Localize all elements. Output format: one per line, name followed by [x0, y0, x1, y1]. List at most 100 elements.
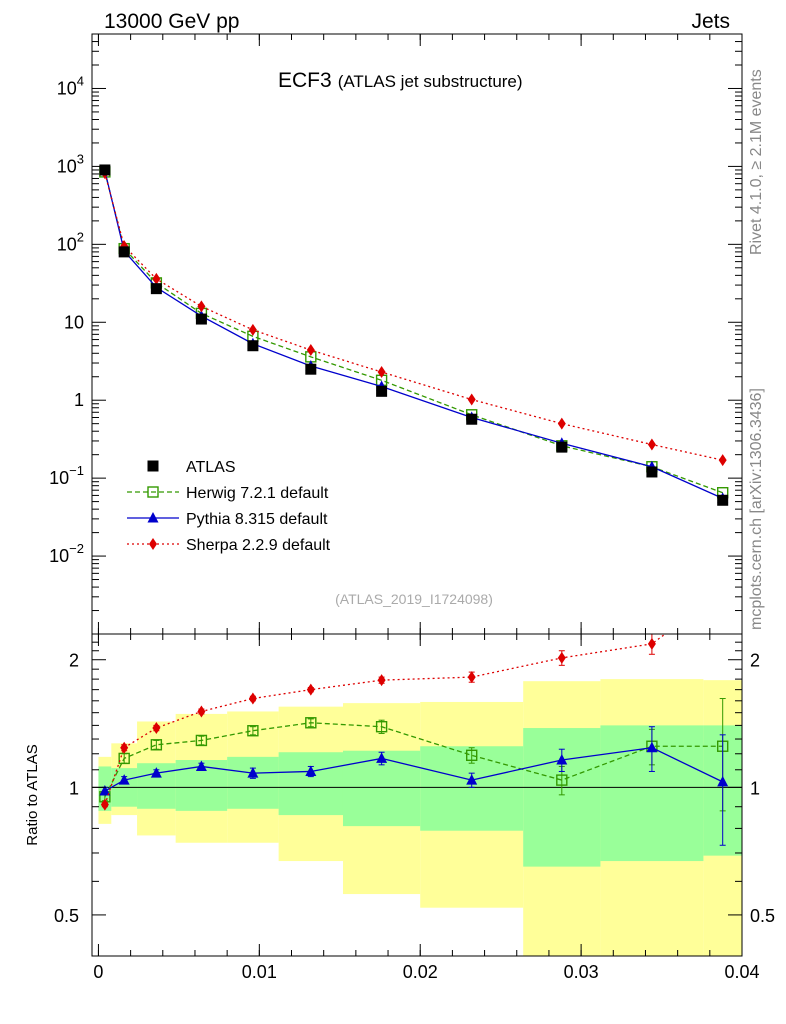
y-main-tick-label: 10 — [64, 312, 84, 332]
pythia-ratio-point — [376, 752, 388, 763]
pythia-ratio-point — [305, 765, 317, 776]
pythia-ratio-point — [99, 785, 111, 796]
sherpa-main-point — [377, 366, 386, 379]
sherpa-main-point — [248, 323, 257, 336]
atlas-main-point — [376, 385, 388, 397]
x-tick-label: 0.04 — [724, 962, 759, 982]
y-main-tick-label: 103 — [57, 151, 84, 176]
ratio-y-axis-label: Ratio to ATLAS — [24, 744, 41, 845]
y-main-tick-label-exponent: −2 — [69, 541, 84, 556]
y-main-tick-label: 102 — [57, 229, 84, 254]
atlas-main-point — [118, 246, 130, 258]
sherpa-ratio-point — [197, 705, 206, 718]
x-tick-label: 0.02 — [403, 962, 438, 982]
sherpa-main-point — [467, 393, 476, 406]
ratio-band-inner-bin — [278, 752, 343, 816]
ratio-panel — [92, 585, 742, 956]
sherpa-main-point — [197, 300, 206, 313]
sherpa-ratio-point — [248, 692, 257, 705]
header-process-label: Jets — [691, 10, 730, 33]
sherpa-ratio-point — [557, 651, 566, 664]
sherpa-main-point — [152, 272, 161, 285]
sherpa-ratio-line — [104, 634, 667, 805]
atlas-main-point — [556, 441, 568, 453]
x-tick-label: 0.03 — [564, 962, 599, 982]
legend-herwig-label: Herwig 7.2.1 default — [186, 485, 329, 502]
y-main-tick-label: 10−2 — [49, 541, 84, 566]
axes: 0 0.01 0.02 0.03 0.0410−210−11101021031040.5… — [49, 33, 775, 982]
sherpa-ratio-point — [306, 683, 315, 696]
atlas-main-point — [646, 466, 658, 478]
y-main-tick-label-base: 10 — [49, 468, 69, 488]
herwig-ratio-point — [466, 749, 478, 762]
y-ratio-tick-label-left: 1 — [69, 778, 79, 798]
pythia-ratio-point — [118, 774, 130, 785]
y-main-tick-label-base: 10 — [57, 234, 77, 254]
sherpa-ratio-point — [719, 585, 727, 597]
sherpa-main-point — [557, 417, 566, 430]
y-main-tick-label-base: 10 — [49, 546, 69, 566]
herwig-ratio-point — [195, 734, 208, 747]
atlas-main-point — [150, 283, 162, 295]
legend-herwig-marker — [147, 486, 159, 498]
y-ratio-tick-label-right: 2 — [750, 651, 760, 671]
y-ratio-tick-label-left: 2 — [69, 651, 79, 671]
legend-pythia-label: Pythia 8.315 default — [186, 511, 328, 528]
legend-pythia-marker — [147, 512, 159, 523]
sherpa-main-line — [104, 172, 723, 461]
atlas-main-point — [717, 494, 729, 506]
pythia-main-line — [104, 170, 723, 499]
sherpa-ratio-point — [647, 637, 656, 650]
y-main-tick-label: 1 — [74, 390, 84, 410]
plot-subtitle: (ATLAS jet substructure) — [338, 72, 523, 91]
atlas-main-point — [466, 413, 478, 425]
atlas-main-point — [305, 363, 317, 375]
pythia-ratio-point — [195, 760, 207, 771]
legend-sherpa-marker — [149, 538, 157, 550]
atlas-main-point — [247, 340, 259, 352]
atlas-main-point — [195, 313, 207, 325]
y-main-tick-label-exponent: 2 — [77, 229, 84, 244]
y-main-tick-label: 104 — [57, 73, 84, 98]
sherpa-ratio-point — [377, 674, 386, 687]
legend-sherpa-label: Sherpa 2.2.9 default — [186, 537, 331, 554]
herwig-ratio-point — [556, 774, 568, 786]
x-tick-label: 0 — [93, 962, 103, 982]
herwig-ratio-point — [247, 725, 259, 737]
legend-atlas-label: ATLAS — [186, 459, 236, 476]
plot-title: ECF3 (ATLAS jet substructure) — [278, 69, 523, 92]
pythia-ratio-point — [556, 754, 568, 765]
y-main-tick-label-base: 10 — [57, 156, 77, 176]
sherpa-main-point — [306, 344, 315, 357]
pythia-ratio-point — [247, 767, 259, 778]
herwig-main-line — [104, 171, 723, 494]
y-ratio-tick-label-right: 1 — [750, 778, 760, 798]
plot-title-main: ECF3 — [278, 69, 332, 92]
ratio-band-inner-bin — [227, 756, 279, 809]
sherpa-ratio-point — [100, 798, 109, 811]
y-main-tick-label-exponent: 4 — [77, 73, 84, 88]
atlas-main-point — [99, 164, 111, 176]
y-ratio-tick-label-left: 0.5 — [54, 906, 79, 926]
mcplots-credit-label: mcplots.cern.ch [arXiv:1306.3436] — [748, 388, 765, 630]
y-main-tick-label-exponent: 3 — [77, 151, 84, 166]
sherpa-ratio-point — [467, 671, 476, 684]
pythia-ratio-point — [466, 774, 478, 785]
rivet-version-label: Rivet 4.1.0, ≥ 2.1M events — [748, 69, 765, 255]
sherpa-main-point — [718, 454, 727, 467]
pythia-ratio-point — [150, 767, 162, 778]
legend-atlas-marker — [147, 460, 159, 472]
sherpa-main-point — [647, 438, 656, 451]
sherpa-ratio-point — [120, 741, 129, 754]
main-panel — [99, 164, 729, 506]
pythia-ratio-point — [646, 741, 658, 753]
y-main-tick-label: 10−1 — [49, 463, 84, 488]
sherpa-ratio-point — [152, 722, 161, 735]
pythia-ratio-point — [717, 775, 729, 787]
herwig-ratio-point — [150, 739, 163, 751]
x-tick-label: 0.01 — [242, 962, 277, 982]
legend: ATLAS Herwig 7.2.1 default Pythia 8.315 de… — [127, 459, 331, 554]
y-ratio-tick-label-right: 0.5 — [750, 906, 775, 926]
herwig-ratio-point — [305, 717, 317, 729]
